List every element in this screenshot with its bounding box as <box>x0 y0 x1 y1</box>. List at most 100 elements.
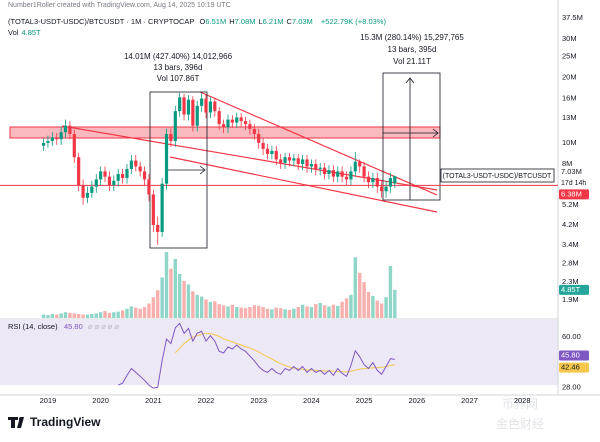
candle-body <box>142 171 147 180</box>
volume-bar <box>353 257 357 318</box>
candle-body <box>235 117 239 123</box>
candle-body <box>331 170 335 177</box>
x-tick-label: 2028 <box>514 396 531 405</box>
ohlc-key: L <box>258 17 263 26</box>
arrow-head <box>432 128 439 138</box>
volume-bar <box>103 311 107 318</box>
volume-bar <box>63 312 68 318</box>
volume-bar <box>287 309 292 318</box>
volume-value: 4.85T <box>21 28 41 37</box>
candle-body <box>301 159 305 165</box>
rsi-tag: 45.80 <box>561 350 580 359</box>
volume-bar <box>305 306 309 318</box>
candle-body <box>265 148 270 154</box>
legend-row: (TOTAL3-USDT-USDC)/BTCUSDT · 1M · CRYPTO… <box>8 17 389 26</box>
volume-bar <box>314 304 318 318</box>
hline-tag-box <box>559 189 589 200</box>
volume-bar <box>283 309 287 318</box>
candle-body <box>279 159 283 163</box>
candle-body <box>134 160 138 167</box>
candle-body <box>366 176 371 183</box>
y-tick-label: 10M <box>562 138 577 147</box>
candle-body <box>336 171 340 177</box>
volume-bar <box>125 308 129 318</box>
volume-bar <box>257 305 261 318</box>
candle-body <box>77 157 81 186</box>
volume-bar <box>349 294 353 318</box>
candle-body <box>371 178 375 183</box>
candle-body <box>340 171 344 177</box>
candle-body <box>287 157 292 161</box>
volume-bar <box>191 291 195 318</box>
measure-box <box>382 72 441 201</box>
measure-text: Vol 107.86T <box>157 74 200 83</box>
candle-body <box>99 171 103 180</box>
candle-body <box>55 137 59 140</box>
rsi-line <box>118 322 395 389</box>
candle-body <box>384 186 388 192</box>
y-tick-label: 30M <box>562 34 577 43</box>
y-tick-label: 25M <box>562 51 577 60</box>
rsi-band <box>0 320 558 385</box>
volume-bar <box>90 313 94 318</box>
volume-bar <box>134 307 138 318</box>
volume-bar <box>50 313 55 318</box>
volume-bar <box>239 307 243 318</box>
candle-body <box>59 132 63 140</box>
candle-body <box>362 166 366 177</box>
rsi-hidden: ⌀ ⌀ ⌀ ⌀ ⌀ <box>88 322 119 331</box>
measure-text: Vol 21.11T <box>393 57 431 66</box>
candle-body <box>322 167 327 175</box>
candle-body <box>129 160 133 169</box>
volume-bar <box>142 307 147 318</box>
volume-bar <box>300 304 305 318</box>
y-tick-label: 2.8M <box>562 258 579 267</box>
volume-bar <box>230 304 235 318</box>
volume-bar <box>129 306 134 318</box>
volume-bar <box>278 308 283 318</box>
volume-bar <box>147 303 151 318</box>
candle-body <box>156 224 160 232</box>
symbol-tag: (TOTAL3-USDT-USDC)/BTCUSDT <box>443 173 552 180</box>
candle-body <box>221 124 226 128</box>
candle-body <box>283 157 287 163</box>
rsi-value: 45.80 <box>64 322 83 331</box>
candle-body <box>270 150 274 154</box>
candle-body <box>103 171 107 177</box>
rsi-tick-label: 60.00 <box>562 332 581 341</box>
ohlc-value: 6.51M <box>205 17 227 26</box>
volume-bar <box>138 308 142 318</box>
candle-body <box>151 194 155 225</box>
volume-bar <box>393 289 397 318</box>
symbol: (TOTAL3-USDT-USDC)/BTCUSDT · 1M · CRYPTO… <box>8 17 195 26</box>
candle-body <box>107 176 112 186</box>
volume-bar <box>151 297 156 318</box>
candle-body <box>305 159 309 167</box>
y-tick-label: 1.9M <box>562 295 579 304</box>
volume-bar <box>164 252 169 318</box>
volume-bar <box>344 298 349 318</box>
x-tick-label: 2020 <box>92 396 109 405</box>
y-tick-label: 3.4M <box>562 240 579 249</box>
volume-bar <box>85 314 90 318</box>
candle-body <box>191 99 195 126</box>
x-tick-label: 2019 <box>40 396 57 405</box>
y-tick-label: 16M <box>562 93 577 102</box>
rsi-tag-box <box>559 350 589 361</box>
measure-text: 15.3M (280.14%) 15,297,765 <box>360 33 464 42</box>
last-price-tag: 7.03M <box>561 167 582 176</box>
candle-body <box>112 180 116 186</box>
candle-body <box>309 164 314 167</box>
candle-body <box>349 171 353 180</box>
measure-box <box>149 91 208 249</box>
change: +522.79K (+8.03%) <box>320 17 386 26</box>
candle-body <box>169 133 173 142</box>
candle-body <box>116 174 120 181</box>
volume-tag: 4.85T <box>561 285 581 294</box>
candle-body <box>344 176 349 180</box>
candle-body <box>94 179 98 187</box>
volume-bar <box>81 314 85 318</box>
volume-bar <box>177 274 182 318</box>
volume-bar <box>340 301 344 318</box>
